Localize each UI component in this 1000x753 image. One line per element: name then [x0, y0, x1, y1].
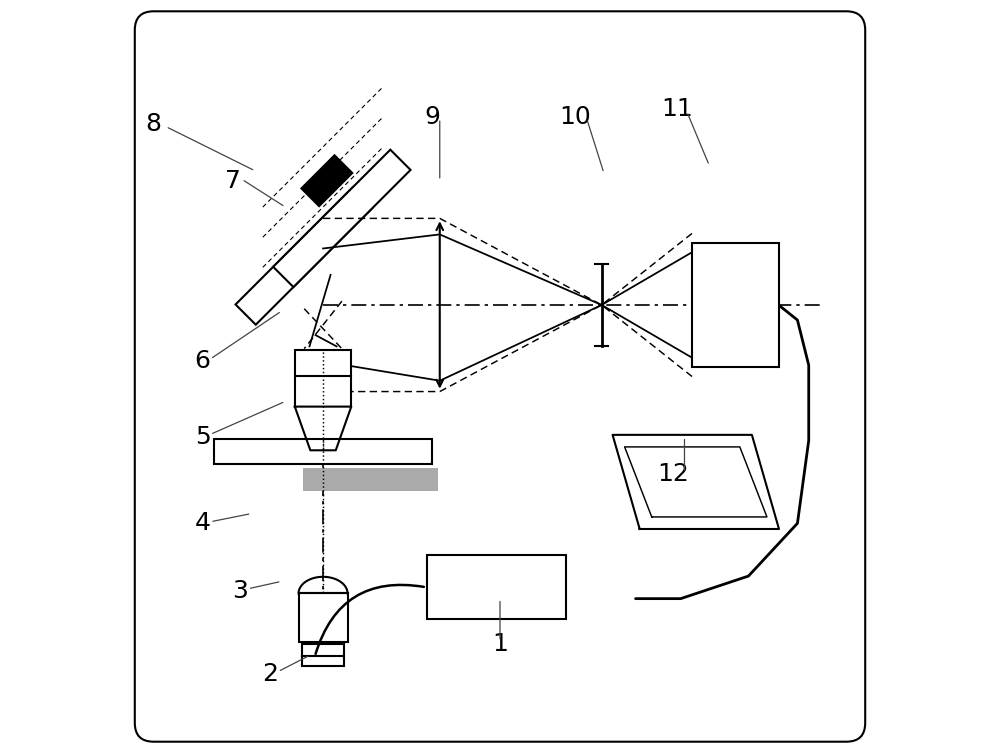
- Text: 4: 4: [195, 511, 211, 535]
- Bar: [214, 440, 432, 464]
- Bar: [295, 350, 351, 407]
- Text: 8: 8: [146, 112, 162, 136]
- Text: 1: 1: [492, 632, 508, 656]
- Text: 9: 9: [424, 105, 440, 129]
- Bar: [273, 150, 411, 287]
- Text: 11: 11: [661, 97, 693, 121]
- Bar: [299, 593, 348, 642]
- Bar: [236, 187, 373, 325]
- Text: 7: 7: [225, 169, 241, 193]
- Bar: [300, 154, 354, 208]
- Text: 3: 3: [232, 579, 248, 603]
- Text: 12: 12: [657, 462, 689, 486]
- Text: 6: 6: [195, 349, 211, 373]
- Bar: [303, 468, 438, 491]
- Bar: [302, 644, 344, 666]
- Polygon shape: [295, 407, 351, 450]
- Text: 2: 2: [262, 662, 278, 686]
- Text: 5: 5: [195, 425, 210, 449]
- Polygon shape: [613, 435, 779, 529]
- Bar: [692, 242, 779, 367]
- Bar: [427, 556, 566, 619]
- Text: 10: 10: [559, 105, 591, 129]
